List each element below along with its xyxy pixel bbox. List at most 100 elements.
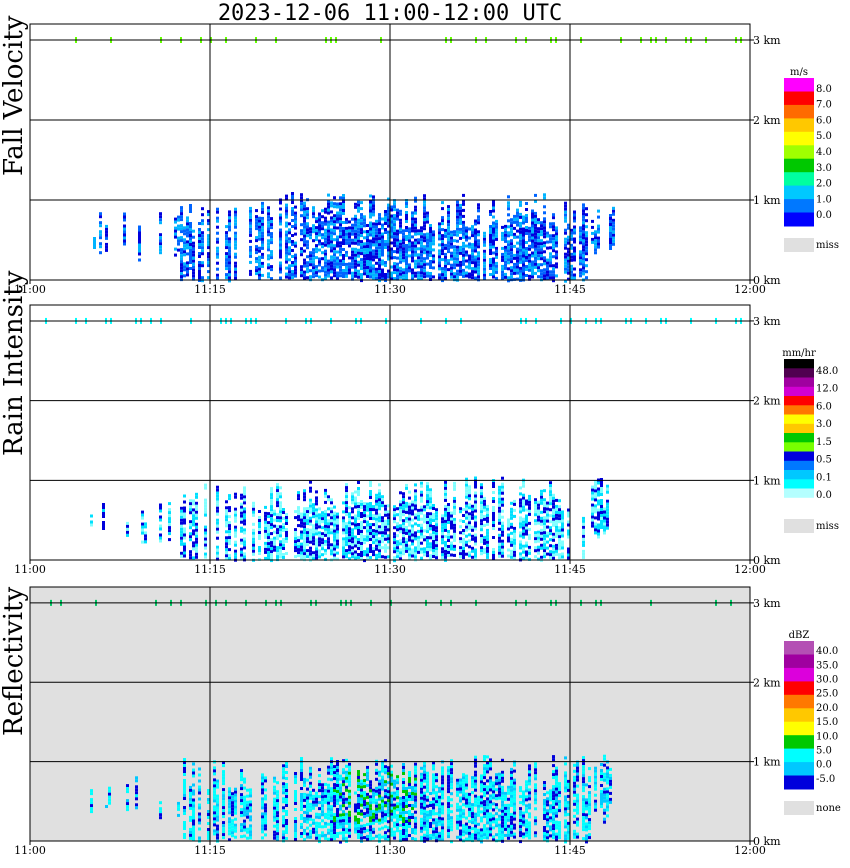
fall-velocity-echo-cell [504, 275, 507, 279]
fall-velocity-echo-cell [531, 245, 534, 249]
rain-intensity-echo-cell [411, 527, 414, 531]
fall-velocity-echo-cell [513, 235, 516, 239]
reflectivity-echo-cell [192, 789, 195, 793]
fall-velocity-echo-cell [351, 232, 354, 236]
rain-intensity-echo-cell [606, 520, 609, 524]
reflectivity-echo-cell [216, 809, 219, 813]
fall-velocity-echo-cell [510, 224, 513, 228]
fall-velocity-echo-cell [531, 230, 534, 234]
fall-velocity-echo-cell [405, 214, 408, 217]
rain-intensity-echo-cell [453, 547, 456, 551]
fall-velocity-echo-cell [573, 219, 576, 223]
rain-intensity-echo-cell [294, 510, 297, 514]
rain-intensity-echo-cell [315, 511, 318, 515]
fall-velocity-echo-cell [537, 266, 540, 270]
rain-intensity-echo-cell [549, 502, 552, 506]
reflectivity-echo-cell [216, 800, 219, 804]
fall-velocity-echo-cell [495, 270, 498, 274]
rain-intensity-colorbar-swatch [784, 470, 814, 480]
fall-velocity-echo-cell [405, 250, 408, 253]
fall-velocity-echo-cell [564, 240, 567, 244]
rain-intensity-echo-cell [228, 494, 231, 498]
fall-velocity-echo-cell [531, 263, 534, 267]
rain-intensity-echo-cell [180, 527, 183, 531]
fall-velocity-echo-cell [324, 249, 327, 253]
fall-velocity-echo-cell [462, 229, 465, 233]
fall-velocity-echo-cell [567, 256, 570, 260]
fall-velocity-echo-cell [249, 233, 252, 237]
reflectivity-echo-cell [306, 835, 309, 839]
rain-intensity-echo-cell [318, 525, 321, 529]
rain-intensity-echo-cell [510, 552, 513, 556]
rain-intensity-echo-cell [549, 484, 552, 488]
rain-intensity-echo-cell [465, 501, 468, 505]
rain-intensity-echo-cell [525, 520, 528, 524]
rain-intensity-echo-cell [264, 547, 267, 551]
reflectivity-echo-cell [300, 835, 303, 838]
fall-velocity-echo-cell [579, 271, 582, 275]
rain-intensity-echo-cell [225, 548, 228, 552]
reflectivity-echo-cell [294, 817, 297, 820]
rain-intensity-echo-cell [519, 546, 522, 550]
fall-velocity-echo-cell [360, 225, 363, 229]
rain-intensity-echo-cell [498, 515, 501, 519]
rain-intensity-echo-cell [279, 525, 282, 529]
fall-velocity-echo-cell [453, 257, 456, 261]
rain-intensity-echo-cell [474, 551, 477, 555]
fall-velocity-echo-cell [462, 262, 465, 266]
fall-velocity-echo-cell [378, 276, 381, 280]
rain-intensity-echo-cell [423, 553, 426, 557]
rain-intensity-echo-cell [480, 537, 483, 541]
reflectivity-echo-cell [243, 795, 246, 799]
fall-velocity-echo-cell [489, 258, 492, 261]
fall-velocity-echo-cell [318, 215, 321, 219]
fall-velocity-echo-cell [549, 261, 552, 265]
rain-intensity-echo-cell [333, 535, 336, 539]
fall-velocity-echo-cell [336, 274, 339, 278]
fall-velocity-echo-cell [336, 256, 339, 260]
reflectivity-echo-cell [309, 808, 312, 812]
fall-velocity-echo-cell [357, 218, 360, 222]
reflectivity-echo-cell [372, 791, 375, 795]
rain-intensity-echo-cell [363, 526, 366, 530]
rain-intensity-echo-cell [351, 522, 354, 526]
fall-velocity-echo-cell [414, 250, 417, 254]
fall-velocity-echo-cell [516, 208, 519, 212]
rain-intensity-echo-cell [480, 486, 483, 490]
fall-velocity-echo-cell [288, 222, 291, 226]
fall-velocity-echo-cell [543, 220, 546, 224]
fall-velocity-echo-cell [105, 245, 108, 249]
rain-intensity-echo-cell [258, 534, 261, 537]
rain-intensity-echo-cell [600, 490, 603, 493]
rain-intensity-echo-cell [228, 557, 231, 561]
rain-intensity-echo-cell [297, 509, 300, 513]
rain-intensity-echo-cell [333, 505, 336, 509]
reflectivity-echo-cell [318, 795, 321, 799]
rain-intensity-echo-cell [378, 543, 381, 547]
rain-intensity-echo-cell [369, 505, 372, 508]
rain-intensity-echo-cell [510, 531, 513, 535]
rain-intensity-echo-cell [480, 498, 483, 502]
reflectivity-echo-cell [183, 791, 186, 794]
reflectivity-echo-cell [135, 788, 138, 792]
rain-intensity-echo-cell [363, 553, 366, 557]
reflectivity-echo-cell [345, 770, 348, 774]
fall-velocity-echo-cell [393, 238, 396, 242]
reflectivity-echo-cell [222, 773, 225, 777]
fall-velocity-echo-cell [270, 238, 273, 242]
rain-intensity-echo-cell [348, 527, 351, 531]
rain-intensity-colorbar-unit: mm/hr [782, 348, 816, 359]
reflectivity-echo-cell [192, 831, 195, 835]
fall-velocity-echo-cell [225, 267, 228, 271]
rain-intensity-echo-cell [465, 480, 468, 484]
fall-velocity-echo-cell [333, 271, 336, 275]
rain-intensity-echo-cell [444, 555, 447, 559]
rain-intensity-echo-cell [345, 528, 348, 532]
fall-velocity-echo-cell [567, 253, 570, 257]
fall-velocity-echo-cell [525, 250, 528, 253]
fall-velocity-echo-cell [474, 234, 477, 238]
reflectivity-echo-cell [282, 782, 285, 786]
fall-velocity-echo-cell [279, 237, 282, 241]
fall-velocity-echo-cell [300, 229, 303, 233]
reflectivity-echo-cell [336, 808, 339, 811]
